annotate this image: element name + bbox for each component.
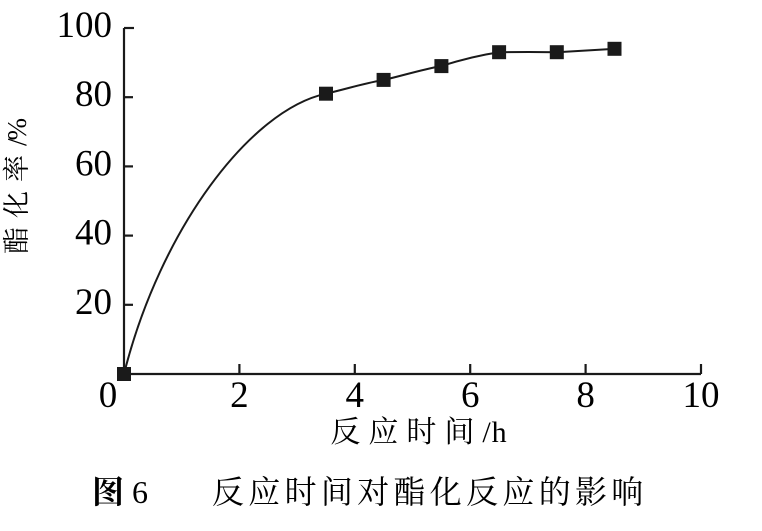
svg-text:40: 40 xyxy=(75,213,112,254)
svg-text:0: 0 xyxy=(99,375,118,416)
svg-text:20: 20 xyxy=(75,282,112,323)
svg-text:4: 4 xyxy=(346,375,365,416)
svg-text:8: 8 xyxy=(576,375,595,416)
svg-text:2: 2 xyxy=(230,375,249,416)
svg-text:图 6: 图 6 xyxy=(92,474,148,510)
svg-text:反应时间/h: 反应时间/h xyxy=(330,416,507,449)
svg-text:100: 100 xyxy=(57,5,113,46)
svg-text:60: 60 xyxy=(75,143,112,184)
svg-text:反应时间对酯化反应的影响: 反应时间对酯化反应的影响 xyxy=(212,474,648,510)
svg-text:酯化率/%: 酯化率/% xyxy=(2,118,32,254)
svg-text:10: 10 xyxy=(683,375,720,416)
svg-text:80: 80 xyxy=(75,74,112,115)
svg-text:6: 6 xyxy=(461,375,480,416)
